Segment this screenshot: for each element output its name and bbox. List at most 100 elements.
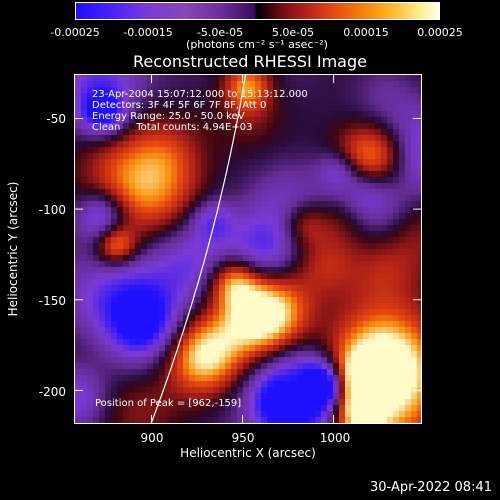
heatmap-cell — [381, 357, 387, 363]
heatmap-cell — [195, 357, 201, 363]
heatmap-cell — [345, 171, 351, 177]
heatmap-cell — [369, 303, 375, 309]
heatmap-cell — [237, 267, 243, 273]
heatmap-cell — [237, 153, 243, 159]
heatmap-cell — [141, 393, 147, 399]
heatmap-cell — [147, 291, 153, 297]
heatmap-cell — [303, 195, 309, 201]
heatmap-cell — [117, 279, 123, 285]
heatmap-cell — [327, 75, 333, 81]
heatmap-cell — [345, 105, 351, 111]
heatmap-cell — [309, 309, 315, 315]
heatmap-cell — [357, 195, 363, 201]
heatmap-cell — [147, 261, 153, 267]
heatmap-cell — [153, 327, 159, 333]
heatmap-cell — [183, 357, 189, 363]
heatmap-cell — [387, 75, 393, 81]
heatmap-cell — [111, 231, 117, 237]
heatmap-cell — [363, 153, 369, 159]
heatmap-cell — [381, 231, 387, 237]
heatmap-cell — [375, 309, 381, 315]
heatmap-cell — [309, 111, 315, 117]
heatmap-cell — [225, 399, 231, 405]
heatmap-cell — [411, 357, 417, 363]
heatmap-cell — [411, 81, 417, 87]
heatmap-cell — [273, 357, 279, 363]
heatmap-cell — [207, 363, 213, 369]
heatmap-cell — [393, 135, 399, 141]
heatmap-cell — [381, 189, 387, 195]
heatmap-cell — [225, 261, 231, 267]
heatmap-cell — [327, 165, 333, 171]
heatmap-cell — [273, 231, 279, 237]
heatmap-cell — [303, 327, 309, 333]
heatmap-cell — [351, 153, 357, 159]
heatmap-cell — [315, 105, 321, 111]
heatmap-cell — [351, 339, 357, 345]
heatmap-cell — [327, 159, 333, 165]
heatmap-cell — [261, 165, 267, 171]
heatmap-cell — [201, 309, 207, 315]
heatmap-cell — [399, 219, 405, 225]
heatmap-cell — [153, 225, 159, 231]
heatmap-cell — [165, 303, 171, 309]
heatmap-cell — [111, 303, 117, 309]
heatmap-cell — [321, 255, 327, 261]
heatmap-cell — [381, 243, 387, 249]
heatmap-cell — [381, 363, 387, 369]
heatmap-cell — [207, 123, 213, 129]
heatmap-cell — [219, 351, 225, 357]
heatmap-cell — [111, 129, 117, 135]
heatmap-cell — [279, 261, 285, 267]
heatmap-cell — [375, 267, 381, 273]
heatmap-cell — [141, 117, 147, 123]
heatmap-cell — [177, 201, 183, 207]
heatmap-cell — [339, 201, 345, 207]
heatmap-cell — [387, 297, 393, 303]
heatmap-cell — [339, 291, 345, 297]
heatmap-cell — [123, 399, 129, 405]
heatmap-cell — [129, 279, 135, 285]
heatmap-cell — [237, 279, 243, 285]
heatmap-cell — [357, 249, 363, 255]
heatmap-cell — [81, 291, 87, 297]
heatmap-cell — [87, 417, 93, 423]
heatmap-cell — [183, 153, 189, 159]
heatmap-cell — [309, 153, 315, 159]
heatmap-cell — [357, 219, 363, 225]
heatmap-cell — [417, 225, 421, 231]
heatmap-cell — [249, 243, 255, 249]
heatmap-cell — [267, 189, 273, 195]
heatmap-cell — [177, 165, 183, 171]
heatmap-cell — [273, 87, 279, 93]
heatmap-cell — [381, 105, 387, 111]
heatmap-cell — [81, 147, 87, 153]
heatmap-cell — [231, 219, 237, 225]
heatmap-cell — [81, 87, 87, 93]
heatmap-cell — [411, 105, 417, 111]
heatmap-cell — [381, 213, 387, 219]
heatmap-cell — [105, 81, 111, 87]
heatmap-cell — [159, 315, 165, 321]
heatmap-cell — [405, 351, 411, 357]
heatmap-cell — [309, 201, 315, 207]
heatmap-cell — [111, 189, 117, 195]
heatmap-cell — [129, 99, 135, 105]
heatmap-cell — [405, 75, 411, 81]
heatmap-cell — [417, 285, 421, 291]
heatmap-cell — [381, 87, 387, 93]
heatmap-cell — [177, 195, 183, 201]
heatmap-cell — [231, 231, 237, 237]
heatmap-cell — [87, 165, 93, 171]
heatmap-cell — [201, 375, 207, 381]
heatmap-cell — [123, 207, 129, 213]
heatmap-cell — [255, 213, 261, 219]
heatmap-cell — [303, 237, 309, 243]
heatmap-cell — [363, 105, 369, 111]
heatmap-cell — [189, 255, 195, 261]
heatmap-cell — [111, 369, 117, 375]
heatmap-cell — [363, 129, 369, 135]
heatmap-cell — [219, 417, 225, 423]
heatmap-cell — [153, 195, 159, 201]
heatmap-cell — [93, 165, 99, 171]
